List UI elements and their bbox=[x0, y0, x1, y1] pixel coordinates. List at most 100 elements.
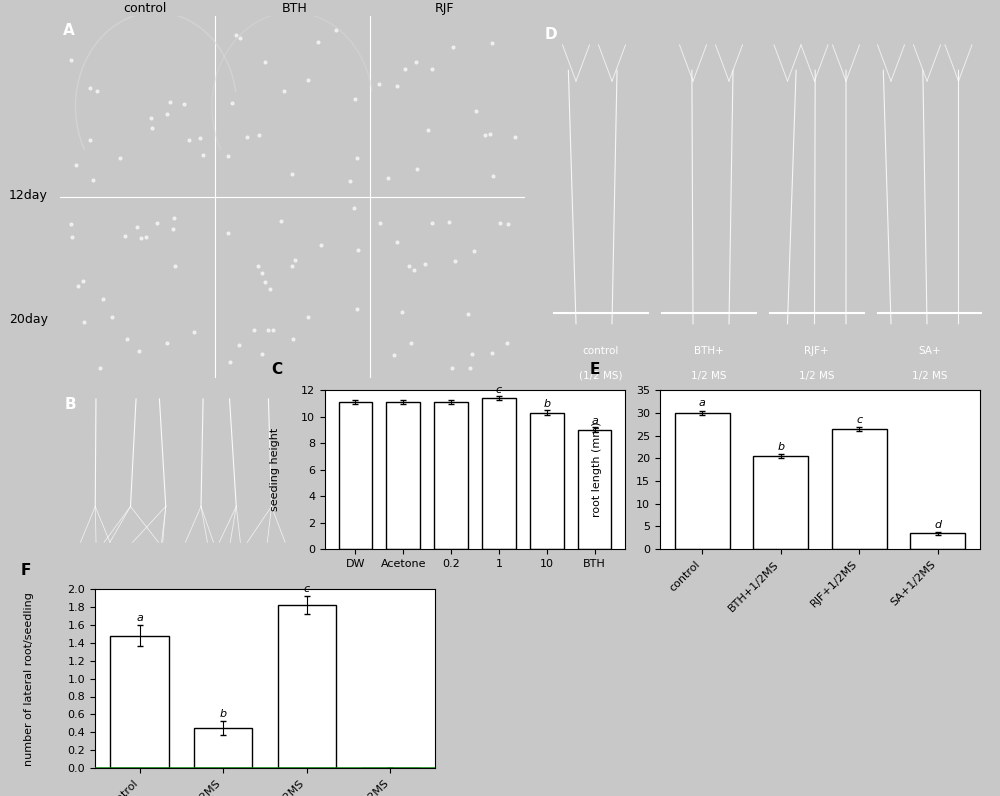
Bar bbox=[278, 605, 336, 768]
Bar bbox=[530, 412, 564, 549]
Point bbox=[231, 339, 247, 352]
Y-axis label: root length (mm): root length (mm) bbox=[592, 422, 602, 517]
Point bbox=[464, 348, 480, 361]
Point bbox=[310, 36, 326, 49]
Point bbox=[239, 131, 255, 143]
Point bbox=[300, 73, 316, 86]
Text: a: a bbox=[136, 613, 143, 623]
Point bbox=[250, 259, 266, 272]
Bar bbox=[675, 413, 730, 549]
Text: 12day: 12day bbox=[9, 189, 48, 201]
Point bbox=[284, 167, 300, 180]
Point bbox=[347, 92, 363, 105]
Text: E: E bbox=[590, 362, 600, 377]
Point bbox=[420, 123, 436, 136]
Bar bbox=[339, 402, 372, 549]
Text: BTH: BTH bbox=[282, 2, 308, 15]
Point bbox=[371, 78, 387, 91]
Point bbox=[403, 337, 419, 349]
Bar bbox=[386, 402, 420, 549]
Y-axis label: seeding height: seeding height bbox=[270, 428, 280, 511]
Point bbox=[220, 150, 236, 162]
Text: a: a bbox=[699, 398, 706, 408]
Point bbox=[167, 259, 183, 272]
Point bbox=[131, 345, 147, 357]
Point bbox=[262, 283, 278, 295]
Point bbox=[257, 55, 273, 68]
Text: B: B bbox=[65, 397, 76, 412]
Point bbox=[64, 231, 80, 244]
Text: F: F bbox=[20, 563, 31, 578]
Text: A: A bbox=[63, 23, 75, 38]
Point bbox=[328, 24, 344, 37]
Text: d: d bbox=[934, 520, 941, 529]
Point bbox=[401, 259, 417, 272]
Point bbox=[507, 131, 523, 143]
Text: c: c bbox=[496, 385, 502, 396]
Point bbox=[460, 307, 476, 320]
Point bbox=[112, 152, 128, 165]
Point bbox=[484, 37, 500, 49]
Point bbox=[342, 174, 358, 187]
Point bbox=[349, 302, 365, 315]
Point bbox=[92, 361, 108, 374]
Point bbox=[424, 217, 440, 229]
Point bbox=[445, 41, 461, 53]
Text: b: b bbox=[543, 399, 550, 409]
Point bbox=[466, 244, 482, 257]
Text: a: a bbox=[591, 416, 598, 426]
Point bbox=[133, 232, 149, 244]
Point bbox=[462, 361, 478, 374]
Point bbox=[119, 332, 135, 345]
Point bbox=[389, 236, 405, 248]
Text: C: C bbox=[271, 362, 282, 377]
Text: b: b bbox=[220, 709, 227, 719]
Point bbox=[257, 275, 273, 288]
Point bbox=[82, 82, 98, 95]
Bar bbox=[482, 398, 516, 549]
Point bbox=[346, 202, 362, 215]
Point bbox=[104, 311, 120, 324]
Point bbox=[129, 220, 145, 233]
Point bbox=[176, 98, 192, 111]
Point bbox=[246, 324, 262, 337]
Point bbox=[424, 63, 440, 76]
Point bbox=[195, 149, 211, 162]
Bar bbox=[110, 635, 169, 768]
Text: D: D bbox=[544, 27, 557, 41]
Text: c: c bbox=[856, 415, 862, 424]
Point bbox=[68, 159, 84, 172]
Point bbox=[386, 349, 402, 361]
Point bbox=[220, 227, 236, 240]
Text: RJF: RJF bbox=[435, 2, 455, 15]
Bar bbox=[832, 429, 887, 549]
Text: control: control bbox=[123, 2, 167, 15]
Point bbox=[408, 56, 424, 68]
Point bbox=[162, 96, 178, 109]
Point bbox=[484, 346, 500, 359]
Point bbox=[232, 31, 248, 44]
Point bbox=[165, 222, 181, 235]
Point bbox=[117, 229, 133, 242]
Point bbox=[380, 171, 396, 184]
Point bbox=[441, 216, 457, 228]
Point bbox=[76, 315, 92, 328]
Point bbox=[222, 356, 238, 369]
Point bbox=[285, 332, 301, 345]
Text: 1/2 MS: 1/2 MS bbox=[799, 371, 834, 380]
Point bbox=[63, 53, 79, 66]
Point bbox=[85, 174, 101, 187]
Point bbox=[144, 122, 160, 135]
Point bbox=[447, 255, 463, 267]
Point bbox=[409, 162, 425, 175]
Bar bbox=[578, 430, 611, 549]
Y-axis label: number of lateral root/seedling: number of lateral root/seedling bbox=[24, 591, 34, 766]
Text: 1/2 MS: 1/2 MS bbox=[912, 371, 947, 380]
Point bbox=[350, 244, 366, 257]
Text: SA+: SA+ bbox=[918, 345, 941, 356]
Point bbox=[95, 293, 111, 306]
Bar bbox=[910, 533, 965, 549]
Point bbox=[254, 267, 270, 279]
Point bbox=[149, 217, 165, 229]
Point bbox=[186, 326, 202, 338]
